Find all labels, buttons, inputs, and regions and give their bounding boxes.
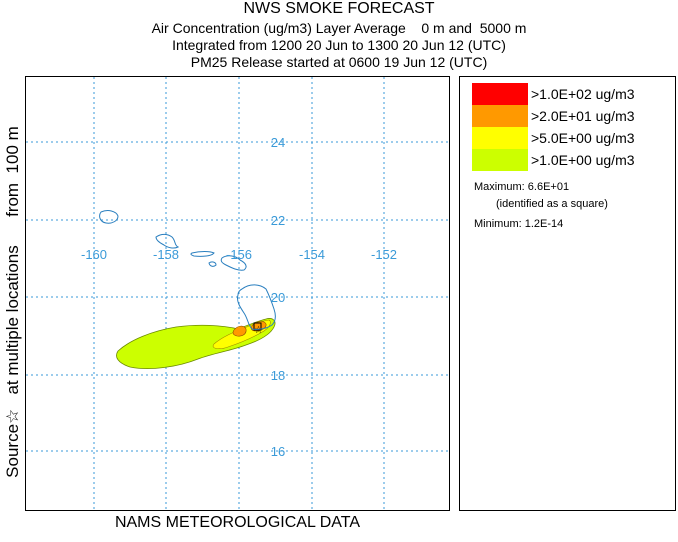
legend-item: >5.0E+00 ug/m3 (472, 127, 635, 149)
legend-max-note: (identified as a square) (496, 198, 608, 210)
lon-label: -156 (226, 247, 252, 262)
lat-label: 18 (271, 368, 285, 383)
island-lanai (208, 261, 217, 267)
map-canvas: ☆ -160 -158 -156 -154 -152 24 22 20 18 1… (26, 77, 449, 510)
meteorological-data-footer: NAMS METEOROLOGICAL DATA (114, 514, 361, 531)
maximum-square-marker (253, 322, 262, 331)
legend-label: >1.0E+00 ug/m3 (531, 152, 635, 168)
integration-period: Integrated from 1200 20 Jun to 1300 20 J… (172, 37, 506, 53)
island-oahu (155, 233, 180, 249)
release-info: PM25 Release started at 0600 19 Jun 12 (… (190, 54, 488, 70)
lat-label: 22 (271, 213, 285, 228)
legend-label: >2.0E+01 ug/m3 (531, 108, 635, 124)
source-side-label: Source☆ at multiple locations from 100 m (3, 126, 22, 478)
concentration-subtitle: Air Concentration (ug/m3) Layer Average … (151, 20, 527, 36)
lon-label: -158 (153, 247, 179, 262)
island-niihau-kauai (99, 210, 119, 224)
map-panel: ☆ -160 -158 -156 -154 -152 24 22 20 18 1… (25, 76, 450, 511)
graticule (26, 77, 449, 510)
source-star-marker: ☆ (254, 325, 263, 336)
lon-label: -160 (81, 247, 107, 262)
legend-swatch-yellow (472, 127, 528, 149)
legend-swatch-lime (472, 149, 528, 171)
legend-panel: >1.0E+02 ug/m3 >2.0E+01 ug/m3 >5.0E+00 u… (459, 76, 676, 511)
plume: ☆ (116, 318, 276, 369)
lat-label: 24 (271, 135, 285, 150)
legend-swatch-red (472, 83, 528, 105)
legend-item: >1.0E+02 ug/m3 (472, 83, 635, 105)
legend-item: >2.0E+01 ug/m3 (472, 105, 635, 127)
island-maui (220, 255, 247, 271)
legend-maximum: Maximum: 6.6E+01 (474, 181, 570, 193)
plume-level-3 (232, 325, 247, 337)
legend-label: >1.0E+02 ug/m3 (531, 86, 635, 102)
legend-swatch-orange (472, 105, 528, 127)
island-molokai (190, 251, 215, 257)
hawaiian-coastlines (99, 210, 276, 330)
forecast-title: NWS SMOKE FORECAST (243, 0, 435, 17)
lat-tick-labels: 24 22 20 18 16 (271, 135, 285, 459)
legend-item: >1.0E+00 ug/m3 (472, 149, 635, 171)
lon-tick-labels: -160 -158 -156 -154 -152 (81, 247, 397, 262)
lat-label: 16 (271, 444, 285, 459)
legend-label: >5.0E+00 ug/m3 (531, 130, 635, 146)
lon-label: -154 (299, 247, 325, 262)
lon-label: -152 (371, 247, 397, 262)
lat-label: 20 (271, 290, 285, 305)
legend-minimum: Minimum: 1.2E-14 (474, 218, 564, 230)
island-hawaii (237, 284, 276, 330)
